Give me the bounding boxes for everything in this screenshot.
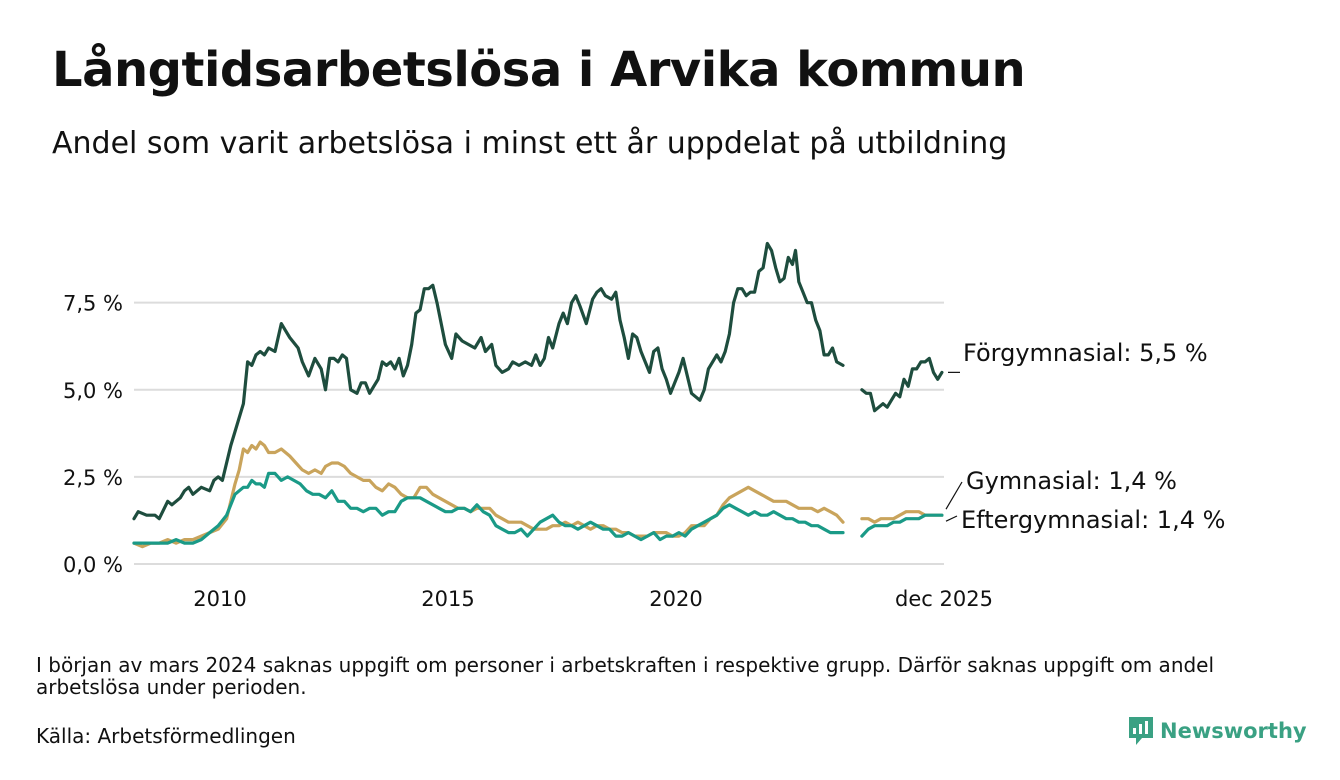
x-tick-label: 2015 bbox=[421, 587, 474, 611]
footnote: I början av mars 2024 saknas uppgift om … bbox=[36, 653, 1215, 699]
y-axis: 0,0 % 2,5 % 5,0 % 7,5 % bbox=[63, 292, 123, 577]
series-label-förgymnasial: Förgymnasial: 5,5 % bbox=[963, 339, 1208, 367]
series-line-förgymnasial bbox=[132, 241, 944, 521]
y-tick-label: 2,5 % bbox=[63, 466, 123, 490]
series-label-gymnasial: Gymnasial: 1,4 % bbox=[966, 467, 1177, 495]
x-tick-label: 2020 bbox=[649, 587, 702, 611]
newsworthy-icon bbox=[1129, 717, 1153, 745]
y-tick-label: 5,0 % bbox=[63, 379, 123, 403]
label-leader bbox=[945, 515, 958, 522]
series-lines bbox=[132, 241, 944, 549]
line-chart: 0,0 % 2,5 % 5,0 % 7,5 % 2010 2015 2020 dec 202… bbox=[63, 241, 1225, 611]
brand-name: Newsworthy bbox=[1160, 719, 1307, 743]
y-tick-label: 7,5 % bbox=[63, 292, 123, 316]
label-leader bbox=[945, 481, 963, 510]
series-labels: Förgymnasial: 5,5 % Gymnasial: 1,4 % Efter… bbox=[945, 339, 1225, 534]
x-tick-label: dec 2025 bbox=[895, 587, 993, 611]
x-tick-label: 2010 bbox=[193, 587, 246, 611]
series-line-eftergymnasial bbox=[132, 471, 944, 545]
newsworthy-logo: Newsworthy bbox=[1128, 716, 1307, 746]
chart-subtitle: Andel som varit arbetslösa i minst ett å… bbox=[52, 126, 1008, 161]
chart-title: Långtidsarbetslösa i Arvika kommun bbox=[52, 42, 1026, 98]
series-line-gymnasial bbox=[132, 440, 944, 549]
series-label-eftergymnasial: Eftergymnasial: 1,4 % bbox=[961, 506, 1225, 534]
y-tick-label: 0,0 % bbox=[63, 553, 123, 577]
source-credit: Källa: Arbetsförmedlingen bbox=[36, 724, 296, 748]
x-axis: 2010 2015 2020 dec 2025 bbox=[193, 587, 993, 611]
